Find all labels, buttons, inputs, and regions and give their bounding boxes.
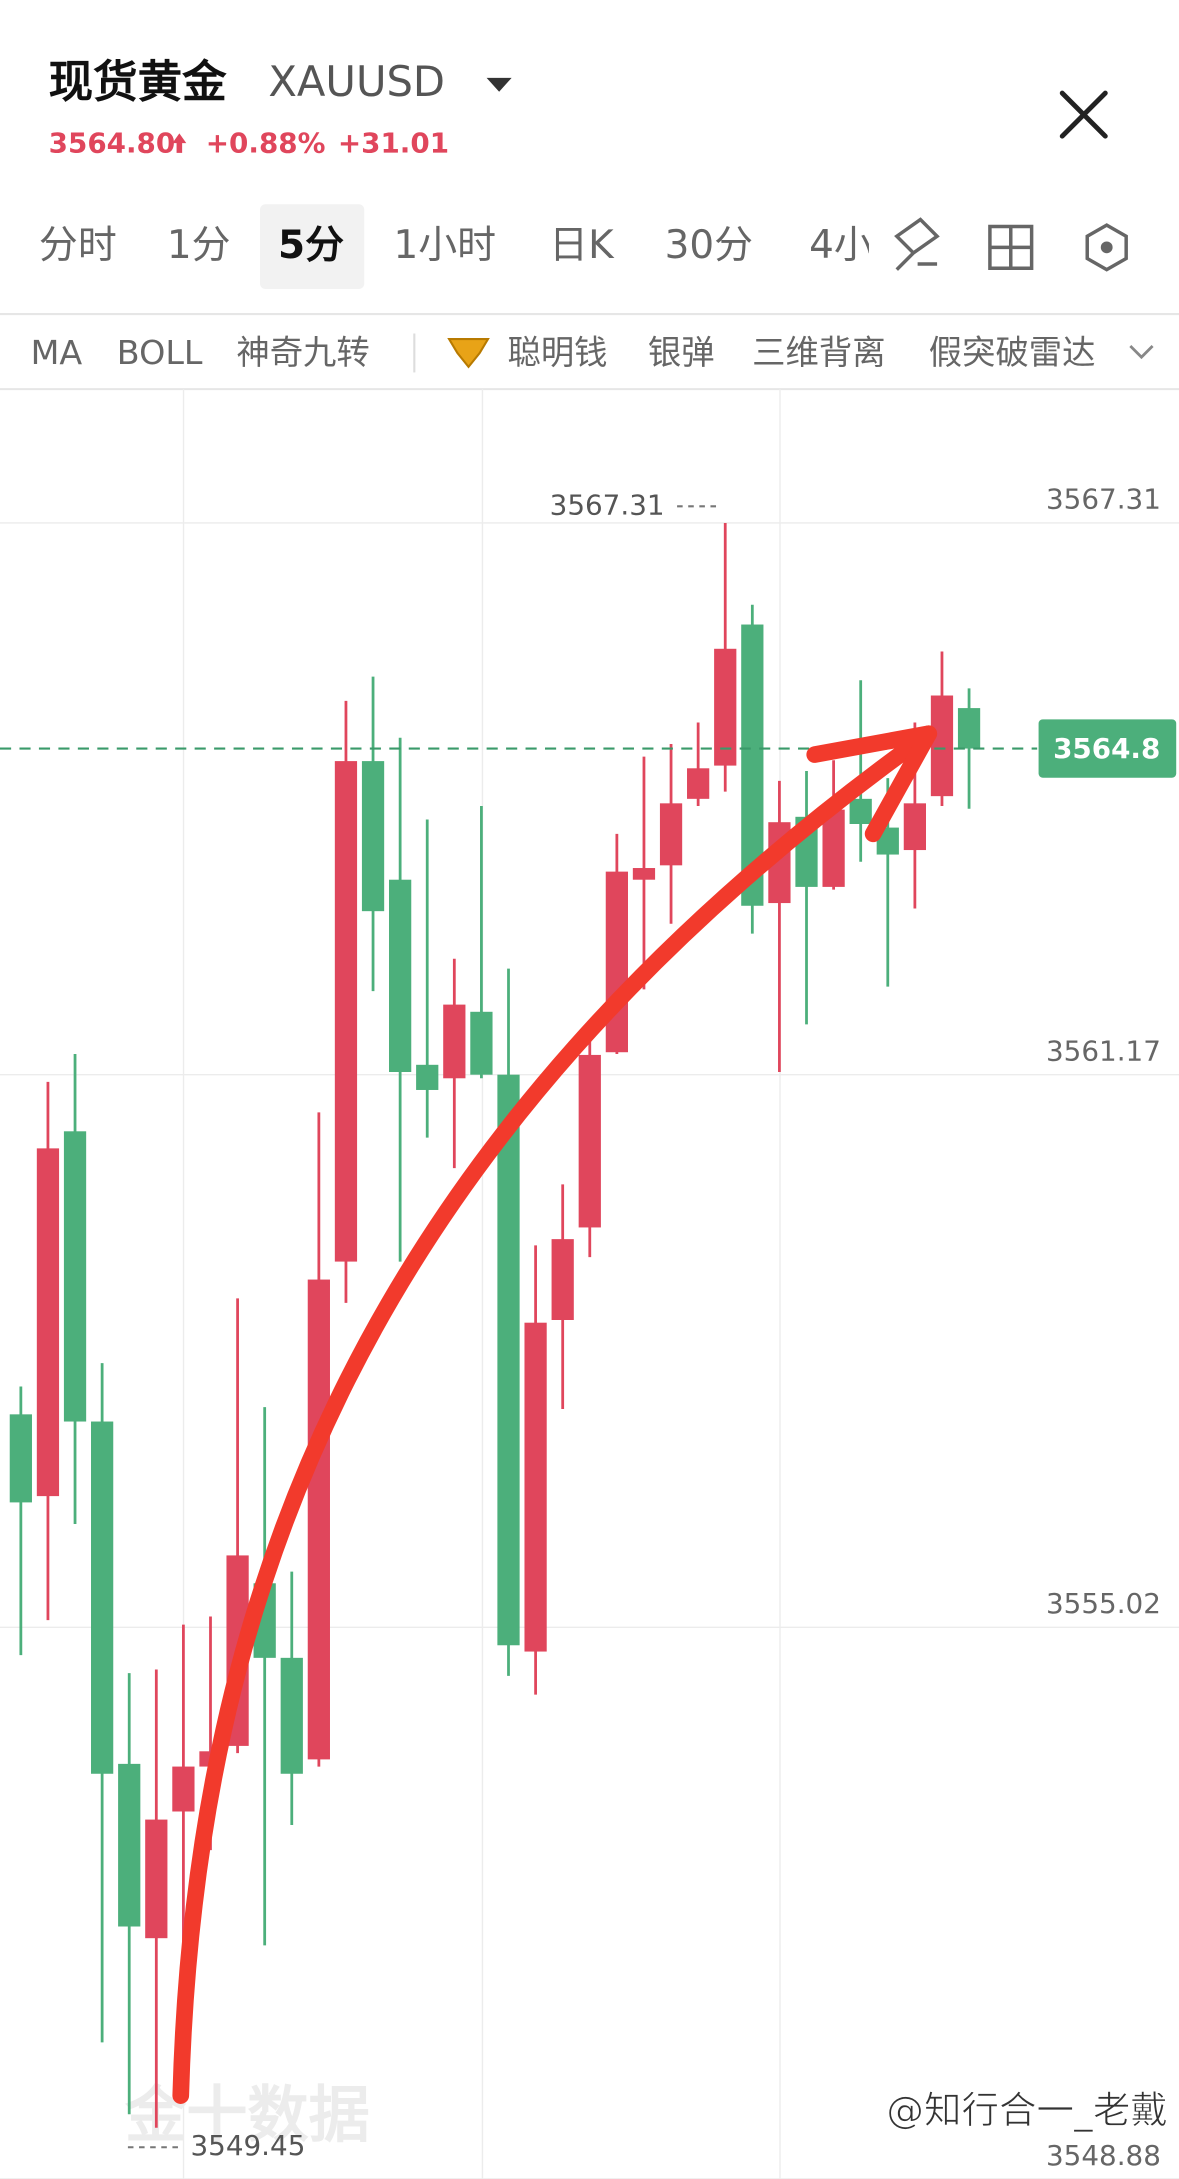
expand-chevron[interactable] — [1129, 345, 1154, 360]
current-price-label: 3564.8 — [1053, 732, 1160, 765]
indicator[interactable]: 三维背离 — [752, 333, 885, 372]
candle-body — [741, 624, 764, 906]
symbol[interactable]: XAUUSD — [268, 57, 445, 106]
settings-icon-dot — [1100, 241, 1113, 254]
candle-body — [632, 868, 656, 880]
author-watermark: @知行合一_老戴 — [886, 2088, 1167, 2132]
draw-icon[interactable] — [894, 217, 940, 271]
y-tick-label: 3555.02 — [1046, 1587, 1161, 1620]
candle-body — [822, 809, 845, 887]
y-tick-label: 3561.17 — [1046, 1034, 1161, 1067]
candle-body — [497, 1074, 520, 1646]
candle-body — [470, 1011, 493, 1075]
settings-icon[interactable] — [1085, 223, 1128, 272]
candle-body — [416, 1064, 439, 1090]
candle-body — [118, 1763, 141, 1927]
candle-body — [714, 648, 737, 766]
tab[interactable]: 4小时 — [809, 223, 912, 268]
candle-body — [957, 708, 981, 749]
title: 现货黄金 — [49, 57, 227, 108]
candle-body — [551, 1239, 574, 1320]
candle-body — [524, 1322, 547, 1652]
indicator[interactable]: 聪明钱 — [507, 333, 607, 372]
candle-body — [389, 879, 412, 1072]
tab[interactable]: 日K — [549, 223, 615, 268]
candle-body — [334, 761, 358, 1262]
price: 3564.80 — [49, 127, 176, 160]
min-label: 3549.45 — [190, 2129, 305, 2162]
change: +31.01 — [338, 127, 449, 160]
layout-icon[interactable] — [988, 224, 1034, 270]
tab[interactable]: 分时 — [39, 223, 117, 268]
candle-body — [91, 1421, 114, 1774]
indicator[interactable]: MA — [31, 333, 83, 372]
toolbar-icons — [894, 217, 1128, 272]
candle-body — [930, 695, 954, 797]
premium-icon — [447, 338, 490, 369]
candle-body — [63, 1131, 87, 1422]
brand-watermark: 金十数据 — [124, 2080, 370, 2151]
candle-body — [605, 871, 628, 1053]
max-label: 3567.31 — [550, 488, 665, 521]
y-tick-label: 3567.31 — [1046, 483, 1161, 516]
tab-active-bg — [259, 204, 365, 290]
indicator-bar: MA BOLL 神奇九转 聪明钱 银弹 三维背离 假突破雷达 — [31, 333, 1096, 372]
close-button[interactable] — [1059, 90, 1108, 139]
candle-body — [172, 1766, 195, 1812]
candle-body — [361, 761, 385, 912]
indicator[interactable]: 银弹 — [648, 333, 715, 372]
indicator[interactable]: 假突破雷达 — [929, 333, 1096, 372]
indicator[interactable]: 神奇九转 — [236, 333, 369, 372]
hand-drawn-arrow — [172, 725, 938, 2104]
tab-bar: 分时 1分 5分 1小时 日K 30分 4小时 — [39, 204, 912, 290]
candle-body — [307, 1279, 330, 1760]
indicator[interactable]: BOLL — [117, 333, 203, 372]
tab[interactable]: 1分 — [167, 223, 231, 268]
candle-body — [280, 1657, 303, 1774]
candle-body — [903, 803, 926, 851]
current-price-badge — [1038, 719, 1177, 778]
candle-body — [443, 1004, 466, 1079]
candle-body — [849, 798, 872, 825]
tab[interactable]: 5分 — [278, 223, 344, 268]
up-arrow-icon — [172, 133, 187, 153]
candle-body — [578, 1054, 601, 1228]
symbol-dropdown[interactable] — [486, 77, 512, 92]
candle-body — [36, 1148, 60, 1497]
tab[interactable]: 1小时 — [393, 223, 496, 268]
candle-body — [9, 1414, 32, 1503]
candle-body — [145, 1819, 168, 1939]
candle-body — [659, 803, 683, 866]
change-pct: +0.88% — [206, 127, 326, 160]
candle-body — [687, 768, 710, 799]
y-tick-label: 3548.88 — [1046, 2139, 1161, 2172]
tab[interactable]: 30分 — [665, 223, 753, 268]
